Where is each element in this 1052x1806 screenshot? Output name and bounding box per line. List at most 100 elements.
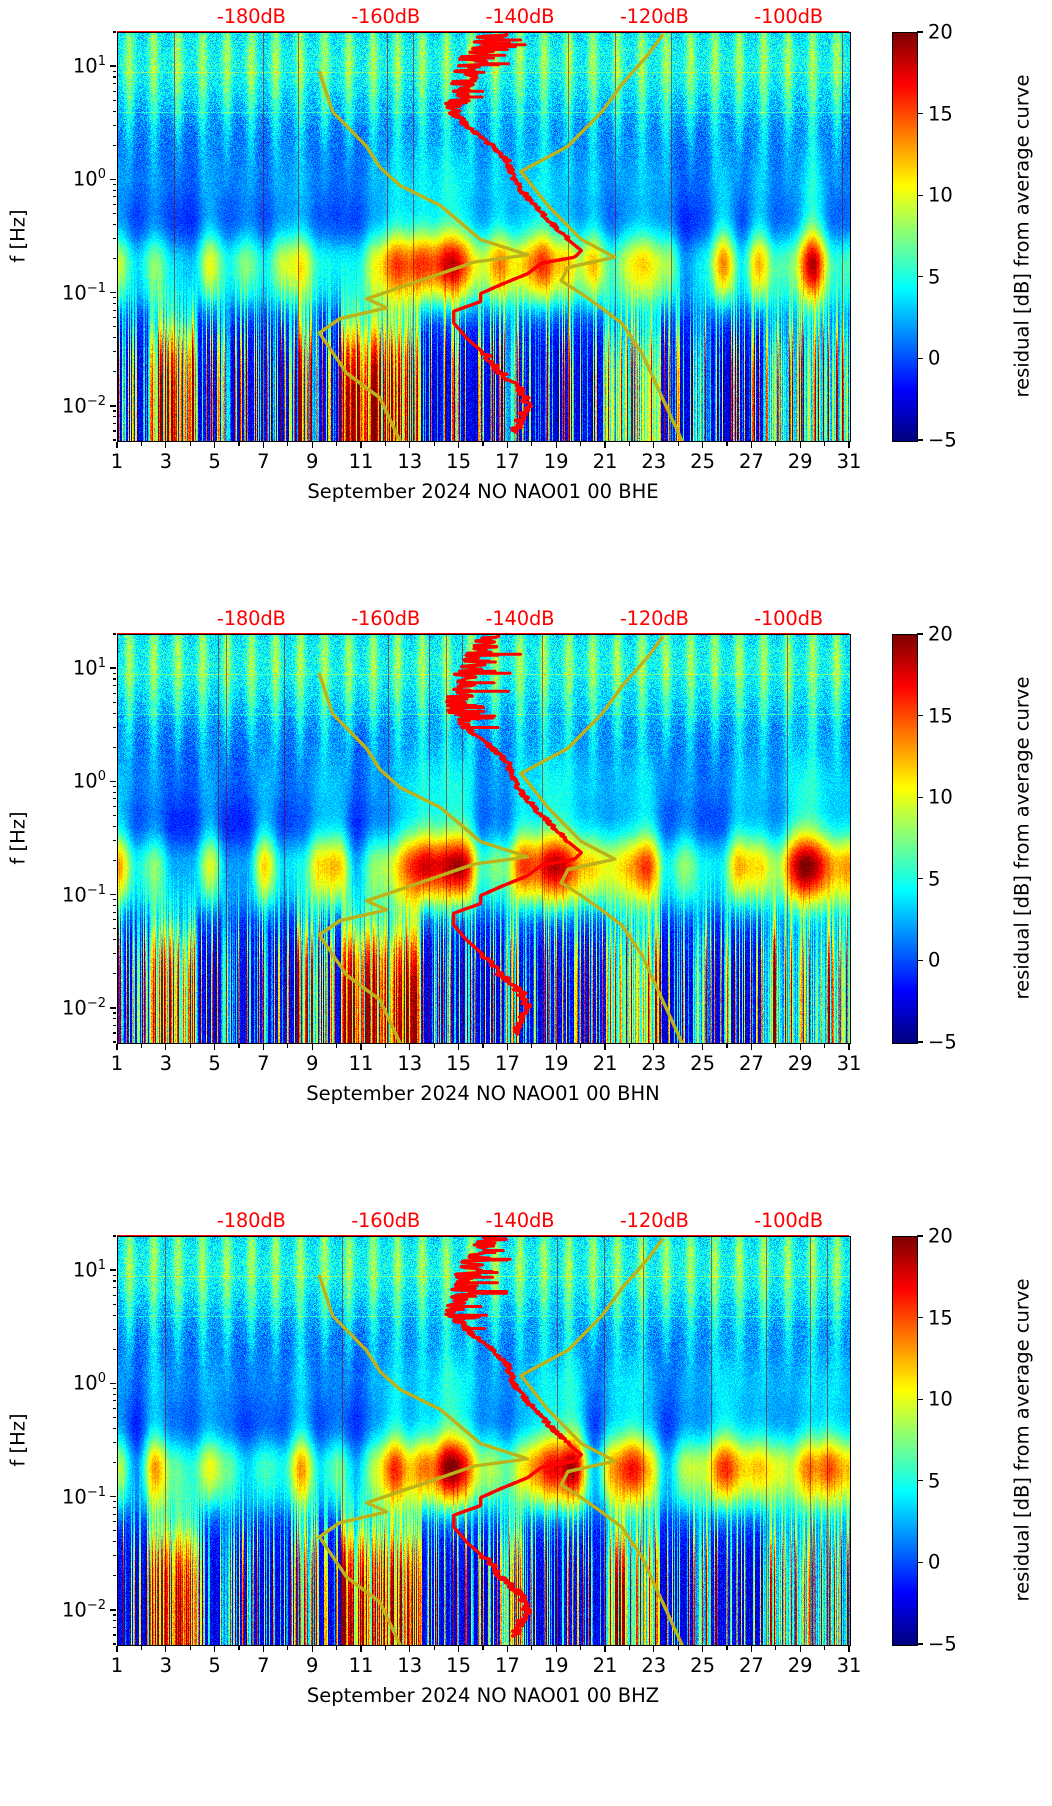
y-axis-minor-tick xyxy=(112,1328,116,1330)
top-axis-db-label: -160dB xyxy=(351,1209,421,1232)
y-axis-label-exponent: −2 xyxy=(86,1597,106,1613)
colorbar-gradient xyxy=(893,33,917,441)
x-axis-label: 15 xyxy=(446,1052,472,1075)
y-axis-label-mantissa: 10 xyxy=(62,1598,87,1622)
x-axis-label: 9 xyxy=(305,1052,319,1075)
x-axis-minor-tick xyxy=(140,442,142,446)
x-axis-label: 27 xyxy=(738,450,764,473)
y-axis-label: 10−1 xyxy=(62,281,106,304)
colorbar-tick xyxy=(917,1235,924,1237)
y-axis-label-exponent: 1 xyxy=(97,656,106,672)
x-axis-tick xyxy=(360,1044,362,1050)
y-axis-minor-tick xyxy=(112,692,116,694)
y-axis-minor-tick xyxy=(112,1501,116,1503)
x-axis-label: 21 xyxy=(592,1052,618,1075)
y-axis-minor-tick xyxy=(112,825,116,828)
x-axis-label: 13 xyxy=(397,450,423,473)
y-axis-minor-tick xyxy=(112,1513,116,1515)
y-axis-minor-tick xyxy=(112,1032,116,1034)
spectrogram-canvas xyxy=(118,635,850,1043)
x-axis-label: 7 xyxy=(257,1052,270,1075)
y-axis-tick xyxy=(110,780,116,783)
colorbar-tick-label: 0 xyxy=(928,1550,941,1574)
x-axis-minor-tick xyxy=(433,1646,435,1650)
x-axis-label: 5 xyxy=(208,1654,221,1677)
y-axis-label-mantissa: 10 xyxy=(62,883,87,907)
y-axis-minor-tick xyxy=(112,1018,116,1020)
y-axis-minor-tick xyxy=(112,124,116,126)
x-axis-tick xyxy=(750,1646,753,1652)
top-axis-db-label: -160dB xyxy=(351,5,421,28)
y-axis-minor-tick xyxy=(112,785,116,788)
y-axis-label: 100 xyxy=(73,770,106,793)
y-axis-tick xyxy=(110,1007,116,1009)
colorbar-tick xyxy=(917,796,924,798)
x-axis-tick xyxy=(604,1646,606,1652)
colorbar-tick xyxy=(917,959,924,962)
y-axis-minor-tick xyxy=(112,1643,116,1645)
y-axis-minor-tick xyxy=(112,1024,116,1027)
colorbar-tick xyxy=(917,1561,924,1564)
x-axis-label: 19 xyxy=(543,1052,569,1075)
x-axis-minor-tick xyxy=(824,1044,826,1048)
y-axis-minor-tick xyxy=(112,1626,116,1629)
y-axis-minor-tick xyxy=(112,1287,116,1289)
x-axis-label: 3 xyxy=(159,1052,173,1075)
x-axis-label: 31 xyxy=(836,450,862,473)
spectrogram-plot-area[interactable] xyxy=(117,1236,851,1646)
colorbar-tick xyxy=(917,31,924,33)
spectrogram-plot-area[interactable] xyxy=(117,634,851,1044)
x-axis-minor-tick xyxy=(726,442,728,446)
x-axis-minor-tick xyxy=(238,1044,240,1048)
x-axis-tick xyxy=(116,1044,118,1050)
x-axis-label: 31 xyxy=(836,1654,862,1677)
x-axis-minor-tick xyxy=(189,442,191,446)
x-axis-minor-tick xyxy=(824,1646,826,1650)
x-axis-minor-tick xyxy=(238,1646,240,1650)
colorbar-tick xyxy=(917,714,924,717)
x-axis-minor-tick xyxy=(726,1044,728,1048)
y-axis-minor-tick xyxy=(112,1521,116,1523)
x-axis-minor-tick xyxy=(775,442,777,446)
colorbar-title: residual [dB] from average curve xyxy=(1010,74,1034,398)
y-axis-minor-tick xyxy=(112,859,116,862)
top-axis-db-label: -120dB xyxy=(619,5,689,28)
x-axis-tick xyxy=(653,1646,655,1652)
x-axis-minor-tick xyxy=(531,442,533,446)
y-axis-minor-tick xyxy=(112,839,116,842)
x-axis-label: 17 xyxy=(494,1052,520,1075)
y-axis-label-mantissa: 10 xyxy=(72,769,98,793)
colorbar-tick-label: −5 xyxy=(928,428,957,452)
y-axis-minor-tick xyxy=(112,223,116,226)
x-axis-tick xyxy=(165,442,167,448)
x-axis-label: 9 xyxy=(305,450,319,473)
y-axis-minor-tick xyxy=(112,1620,116,1622)
y-axis-minor-tick xyxy=(112,1634,116,1636)
x-axis-label: 23 xyxy=(641,450,667,473)
x-axis-tick xyxy=(457,1044,460,1050)
x-axis-minor-tick xyxy=(580,1044,582,1048)
y-axis-label-mantissa: 10 xyxy=(72,54,98,78)
x-axis-tick xyxy=(701,1044,704,1050)
y-axis-minor-tick xyxy=(112,110,116,112)
x-axis-label: 11 xyxy=(348,1654,374,1677)
colorbar-tick xyxy=(917,112,924,115)
x-axis-tick xyxy=(750,442,753,448)
colorbar-gradient xyxy=(893,1237,917,1645)
x-axis-minor-tick xyxy=(628,1646,630,1650)
y-axis-minor-tick xyxy=(112,1416,116,1419)
colorbar-tick xyxy=(917,1316,924,1319)
y-axis-minor-tick xyxy=(112,1400,116,1402)
top-axis-db-label: -180dB xyxy=(216,5,286,28)
y-axis-minor-tick xyxy=(112,90,116,92)
x-axis-tick xyxy=(311,442,313,448)
x-axis-label: 3 xyxy=(159,1654,173,1677)
colorbar-tick-label: 20 xyxy=(928,622,953,646)
spectrogram-plot-area[interactable] xyxy=(117,32,851,442)
x-axis-label: 23 xyxy=(641,1052,667,1075)
x-axis-tick xyxy=(506,442,509,448)
colorbar-tick-label: 5 xyxy=(928,1469,941,1493)
x-axis-label: 21 xyxy=(592,450,618,473)
y-axis-label-mantissa: 10 xyxy=(72,1258,98,1282)
x-axis-minor-tick xyxy=(189,1646,191,1650)
